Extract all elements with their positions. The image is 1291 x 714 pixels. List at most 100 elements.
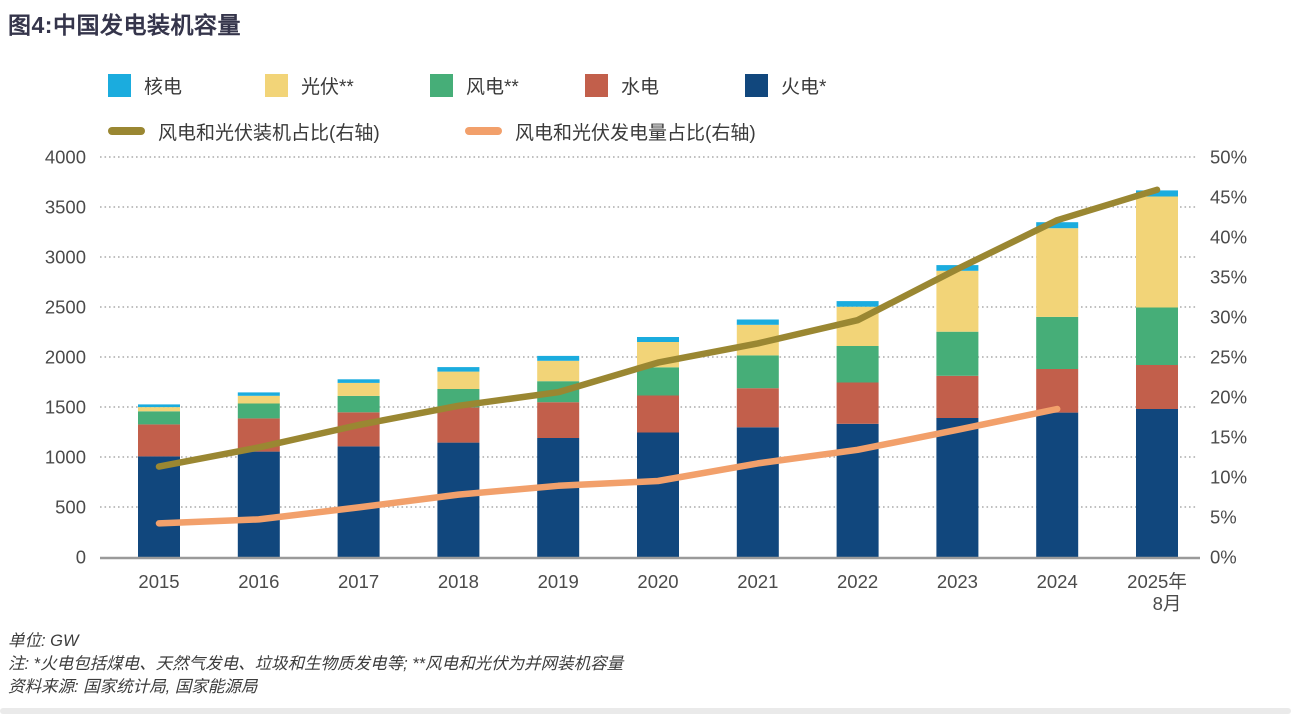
legend-item-5-label: 火电* xyxy=(781,76,827,98)
bar-segment-核电 xyxy=(736,319,779,325)
left-axis-tick: 3500 xyxy=(45,197,86,218)
bar-segment-水电 xyxy=(1036,369,1079,413)
legend-line-item-2-label: 风电和光伏发电量占比(右轴) xyxy=(515,122,756,144)
capacity-share-line xyxy=(155,186,1161,470)
x-axis-label: 2015 xyxy=(138,571,179,592)
footnote: 注: *火电包括煤电、天然气发电、垃圾和生物质发电等; **风电和光伏为并网装机… xyxy=(8,655,624,673)
right-axis-tick: 20% xyxy=(1210,387,1247,408)
legend-line-item-1-label: 风电和光伏装机占比(右轴) xyxy=(158,122,380,144)
bar-segment-火电 xyxy=(1036,412,1079,557)
bar-segment-火电 xyxy=(637,432,679,557)
bar-segment-光伏 xyxy=(936,270,979,332)
bar-segment-风电 xyxy=(736,355,779,389)
legend-row-series: 核电 光伏** 风电** 水电 火电* xyxy=(0,73,1291,99)
legend-item-2: 光伏** xyxy=(265,73,354,98)
bar-segment-核电 xyxy=(1036,222,1079,229)
legend-item-3-swatch xyxy=(430,73,453,97)
right-axis-tick: 50% xyxy=(1210,147,1247,168)
bar-segment-火电 xyxy=(736,427,779,557)
legend-item-5: 火电* xyxy=(745,73,827,98)
bar-segment-风电 xyxy=(237,403,280,419)
bar-segment-风电 xyxy=(936,331,979,376)
bar-segment-火电 xyxy=(138,456,180,557)
left-axis-tick: 1500 xyxy=(45,397,86,418)
bar-segment-火电 xyxy=(936,418,979,557)
right-axis-tick: 0% xyxy=(1210,547,1237,568)
legend-item-1-label: 核电 xyxy=(144,76,183,98)
bar-segment-核电 xyxy=(138,404,180,408)
left-axis-tick: 3000 xyxy=(45,247,86,268)
bar-segment-核电 xyxy=(237,392,280,396)
bar-segment-光伏 xyxy=(138,407,180,412)
legend-line-item-2-swatch xyxy=(465,127,502,135)
legend-item-1-swatch xyxy=(108,73,131,97)
bar-segment-光伏 xyxy=(1136,196,1178,308)
bar-segment-光伏 xyxy=(437,371,480,389)
right-axis-tick: 35% xyxy=(1210,267,1247,288)
bar-segment-风电 xyxy=(637,367,679,396)
left-axis-tick: 2500 xyxy=(45,297,86,318)
right-axis-tick: 45% xyxy=(1210,187,1247,208)
bar-segment-火电 xyxy=(237,451,280,557)
bar-segment-核电 xyxy=(1136,190,1178,197)
bar-segment-风电 xyxy=(138,411,180,425)
bottom-divider xyxy=(0,708,1291,714)
legend-item-4-swatch xyxy=(585,73,608,97)
generation-share-line xyxy=(155,405,1061,527)
legend-item-5-swatch xyxy=(745,73,768,97)
bar-segment-水电 xyxy=(437,407,480,443)
right-axis-tick: 5% xyxy=(1210,507,1237,528)
chart-title: 图4:中国发电装机容量 xyxy=(8,12,241,38)
x-axis-label: 2023 xyxy=(937,571,978,592)
x-axis-label: 2019 xyxy=(538,571,579,592)
bar-segment-风电 xyxy=(1136,307,1178,365)
right-axis-tick: 25% xyxy=(1210,347,1247,368)
bar-segment-核电 xyxy=(537,355,580,361)
bar-segment-水电 xyxy=(836,382,879,424)
chart-notes: 单位: GW 注: *火电包括煤电、天然气发电、垃圾和生物质发电等; **风电和… xyxy=(8,630,623,699)
bar-segment-水电 xyxy=(936,375,979,418)
legend-item-1: 核电 xyxy=(108,73,183,98)
left-axis-tick: 500 xyxy=(55,497,86,518)
left-axis-tick: 0 xyxy=(76,547,86,568)
bar-segment-火电 xyxy=(1136,409,1178,557)
legend-row-lines: 风电和光伏装机占比(右轴) 风电和光伏发电量占比(右轴) xyxy=(0,119,1291,145)
left-axis-tick: 4000 xyxy=(45,147,86,168)
bar-segment-核电 xyxy=(836,301,879,307)
legend-item-2-swatch xyxy=(265,73,288,97)
legend-item-3: 风电** xyxy=(430,73,519,98)
legend-line-item-2: 风电和光伏发电量占比(右轴) xyxy=(465,119,756,144)
bar-segment-风电 xyxy=(1036,316,1079,369)
source-note: 资料来源: 国家统计局, 国家能源局 xyxy=(8,678,258,696)
x-axis-label: 2024 xyxy=(1037,571,1078,592)
right-axis-tick: 30% xyxy=(1210,307,1247,328)
bar-segment-水电 xyxy=(637,395,679,433)
bar-segment-水电 xyxy=(1136,365,1178,409)
x-axis-label: 2017 xyxy=(338,571,379,592)
legend-item-4-label: 水电 xyxy=(621,76,660,98)
bar-segment-光伏 xyxy=(337,382,380,396)
bar-segment-风电 xyxy=(836,346,879,383)
left-axis-tick: 2000 xyxy=(45,347,86,368)
x-axis-label: 2021 xyxy=(737,571,778,592)
x-axis-label: 2018 xyxy=(438,571,479,592)
x-axis-label: 2025年 8月 xyxy=(1127,571,1187,614)
right-axis-tick: 10% xyxy=(1210,467,1247,488)
bar-segment-水电 xyxy=(736,388,779,428)
x-axis-label: 2022 xyxy=(837,571,878,592)
bar-segment-火电 xyxy=(437,442,480,557)
legend-item-3-label: 风电** xyxy=(466,76,519,98)
right-axis-tick: 40% xyxy=(1210,227,1247,248)
unit-note: 单位: GW xyxy=(8,632,79,650)
bar-segment-水电 xyxy=(138,424,180,457)
left-axis-tick: 1000 xyxy=(45,447,86,468)
bar-segment-光伏 xyxy=(237,395,280,404)
bar-segment-光伏 xyxy=(1036,228,1079,317)
legend-item-4: 水电 xyxy=(585,73,660,98)
bar-segment-核电 xyxy=(337,379,380,383)
capacity-chart-svg: 0 500 1000 1500 2000 2500 3000 3500 4000 0% 5% 10% 1… xyxy=(45,147,1247,615)
x-axis-label: 2020 xyxy=(637,571,678,592)
bar-segment-核电 xyxy=(637,337,679,342)
legend-line-item-1-swatch xyxy=(108,127,145,135)
